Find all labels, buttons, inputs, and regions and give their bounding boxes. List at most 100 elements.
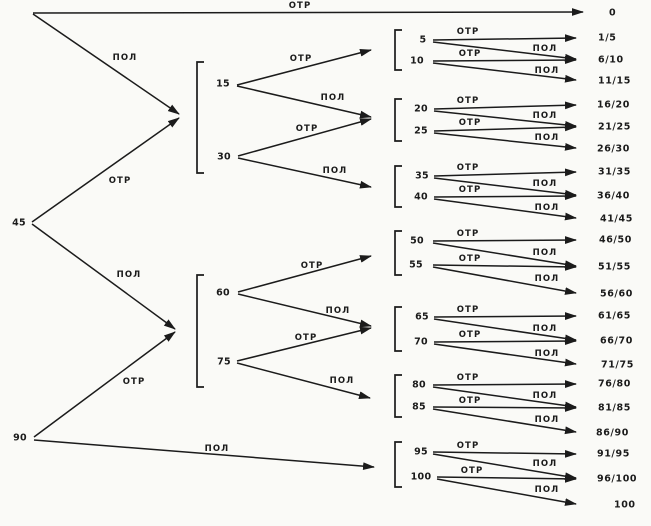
edge-label-otr: ОТР xyxy=(457,229,480,239)
edge-label-pol: ПОЛ xyxy=(330,376,355,386)
node-label: 35 xyxy=(415,171,429,182)
edge-label-pol: ПОЛ xyxy=(535,274,560,284)
edge-arrow xyxy=(237,255,372,293)
edge-arrow xyxy=(32,13,180,115)
edge-arrow xyxy=(237,118,372,157)
edge-arrow xyxy=(31,117,180,223)
edge-arrow xyxy=(432,262,577,271)
edge-label-otr: ОТР xyxy=(459,330,482,340)
edge-label-otr: ОТР xyxy=(457,27,480,37)
edge-arrow xyxy=(432,41,577,62)
leaf-label: 100 xyxy=(614,500,636,511)
edge-arrow xyxy=(432,266,577,295)
leaf-label: 51/55 xyxy=(598,262,631,273)
edge-arrow xyxy=(433,198,577,221)
group-bracket xyxy=(394,441,402,488)
node-label: 25 xyxy=(414,126,428,137)
edge-arrow xyxy=(237,293,372,328)
edge-arrow xyxy=(433,318,577,343)
edge-label-otr: ОТР xyxy=(289,1,312,11)
edge-arrow xyxy=(433,132,577,151)
edge-label-pol: ПОЛ xyxy=(117,270,142,280)
edge-label-otr: ОТР xyxy=(109,176,132,186)
edge-label-otr: ОТР xyxy=(301,261,324,271)
edge-label-otr: ОТР xyxy=(457,441,480,451)
edge-arrow xyxy=(33,439,375,471)
edge-label-otr: ОТР xyxy=(459,185,482,195)
edge-label-pol: ПОЛ xyxy=(535,203,560,213)
edge-label-otr: ОТР xyxy=(296,124,319,134)
edge-arrow xyxy=(236,49,372,86)
leaf-label: 21/25 xyxy=(598,122,631,133)
edge-arrow xyxy=(432,408,577,435)
edge-arrow xyxy=(432,34,577,43)
edge-label-otr: ОТР xyxy=(459,118,482,128)
edge-arrow xyxy=(433,110,577,129)
group-bracket xyxy=(394,165,402,208)
node-label: 20 xyxy=(414,104,428,115)
group-bracket xyxy=(196,274,204,388)
leaf-label: 36/40 xyxy=(597,191,630,202)
edge-arrow xyxy=(433,101,577,110)
edge-label-otr: ОТР xyxy=(459,396,482,406)
edge-arrow xyxy=(433,343,577,367)
edge-label-otr: ОТР xyxy=(457,305,480,315)
edge-arrow xyxy=(436,474,577,483)
edge-arrow xyxy=(236,85,372,119)
group-bracket xyxy=(394,98,402,142)
edge-label-pol: ПОЛ xyxy=(535,133,560,143)
edge-label-otr: ОТР xyxy=(461,466,484,476)
leaf-label: 76/80 xyxy=(598,379,631,390)
edge-label-pol: ПОЛ xyxy=(533,44,558,54)
edge-arrow xyxy=(33,331,176,438)
edge-arrow xyxy=(433,312,577,320)
edge-arrow xyxy=(433,123,577,132)
edge-arrow xyxy=(432,242,577,269)
edge-label-otr: ОТР xyxy=(457,163,480,173)
edge-label-pol: ПОЛ xyxy=(535,66,560,76)
edge-label-pol: ПОЛ xyxy=(535,349,560,359)
edge-label-pol: ПОЛ xyxy=(323,166,348,176)
edge-arrow xyxy=(433,192,577,200)
group-bracket xyxy=(394,230,402,276)
leaf-label: 0 xyxy=(609,8,616,19)
edge-arrow xyxy=(432,453,577,481)
edge-label-pol: ПОЛ xyxy=(321,93,346,103)
edge-arrow xyxy=(32,8,584,16)
node-label: 60 xyxy=(216,288,230,299)
group-bracket xyxy=(394,374,402,418)
node-label: 50 xyxy=(410,236,424,247)
edge-arrow xyxy=(432,449,577,458)
leaf-label: 56/60 xyxy=(600,289,633,300)
node-label: 55 xyxy=(409,260,423,271)
edge-label-pol: ПОЛ xyxy=(113,53,138,63)
edge-label-pol: ПОЛ xyxy=(533,248,558,258)
edge-arrow xyxy=(237,157,372,189)
edge-label-otr: ОТР xyxy=(290,54,313,64)
brackets-layer xyxy=(196,29,402,488)
edge-arrow xyxy=(432,380,577,388)
edge-label-pol: ПОЛ xyxy=(533,179,558,189)
leaf-label: 31/35 xyxy=(598,167,631,178)
leaf-label: 86/90 xyxy=(596,428,629,439)
edge-arrow xyxy=(433,177,577,198)
edge-arrow xyxy=(436,478,577,506)
leaf-label: 61/65 xyxy=(598,311,631,322)
edge-arrow xyxy=(432,404,577,412)
group-bracket xyxy=(394,29,402,71)
leaf-label: 41/45 xyxy=(600,214,633,225)
leaf-label: 81/85 xyxy=(598,403,631,414)
node-label: 15 xyxy=(216,79,230,90)
edge-label-pol: ПОЛ xyxy=(533,391,558,401)
leaf-label: 6/10 xyxy=(598,55,624,66)
node-label: 10 xyxy=(410,56,424,67)
group-bracket xyxy=(196,61,204,174)
edge-label-pol: ПОЛ xyxy=(533,111,558,121)
node-label: 5 xyxy=(420,35,427,46)
node-label: 65 xyxy=(415,312,429,323)
leaf-label: 91/95 xyxy=(597,449,630,460)
edge-label-pol: ПОЛ xyxy=(533,459,558,469)
node-label: 85 xyxy=(412,402,426,413)
node-label: 80 xyxy=(412,380,426,391)
